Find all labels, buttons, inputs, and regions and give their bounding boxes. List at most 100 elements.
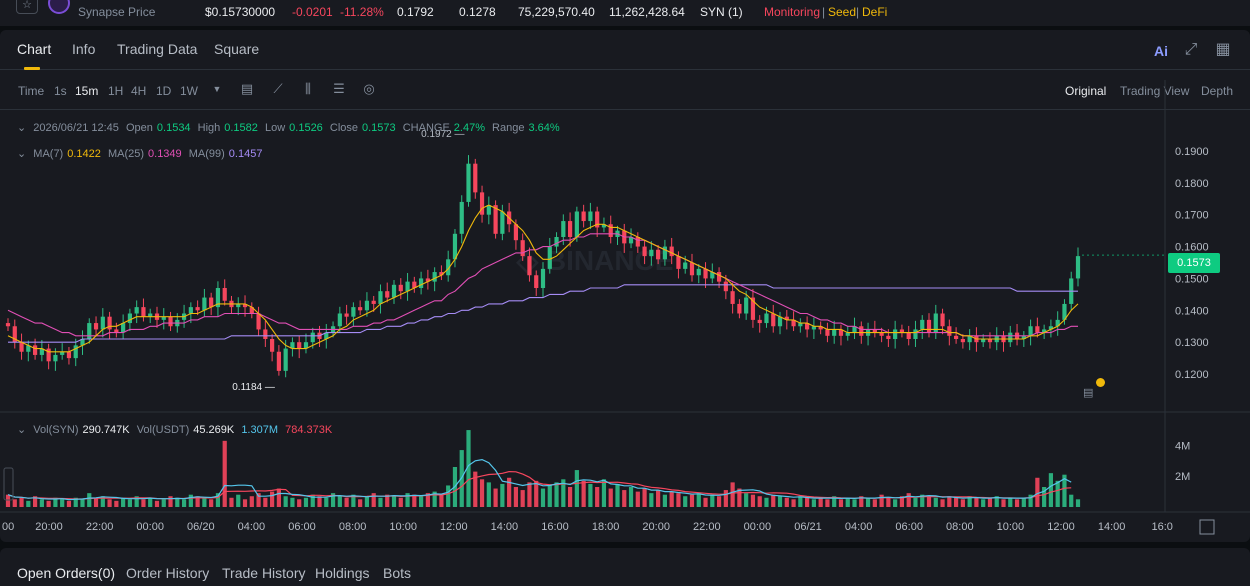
target-icon[interactable]: ◎ xyxy=(363,81,375,96)
volume-bar xyxy=(439,494,444,507)
candle-body xyxy=(473,163,478,193)
candle-body xyxy=(1075,256,1081,279)
tag-monitoring[interactable]: Monitoring xyxy=(764,5,821,19)
view-depth[interactable]: Depth xyxy=(1201,84,1234,98)
volume-bar xyxy=(656,490,661,507)
vol-ma-value-2: 784.373K xyxy=(285,424,333,436)
volume-bar xyxy=(229,497,234,507)
volume-bar xyxy=(66,500,72,507)
candle-body xyxy=(290,342,295,349)
notification-dot[interactable] xyxy=(1096,378,1105,387)
candle-body xyxy=(32,345,38,355)
volume-bar xyxy=(1021,497,1026,507)
scroll-handle xyxy=(3,467,14,501)
grid-layout-icon[interactable]: ▦ xyxy=(1215,41,1231,58)
volume-bar xyxy=(168,496,173,507)
tag-seed[interactable]: Seed xyxy=(828,5,857,19)
candle-body xyxy=(899,329,905,333)
volume-bar xyxy=(784,497,789,507)
candle-body xyxy=(696,268,701,276)
time-axis-label: 08:00 xyxy=(946,521,974,533)
volume-bar xyxy=(80,499,85,507)
volume-bar xyxy=(195,496,200,507)
candle-body xyxy=(12,326,17,343)
volume-bar xyxy=(93,497,99,507)
pair-label[interactable]: Synapse Price xyxy=(78,5,156,19)
interval-1h[interactable]: 1H xyxy=(108,84,124,98)
tab-info[interactable]: Info xyxy=(72,41,96,57)
ma99-line xyxy=(8,284,1078,343)
tab-chart[interactable]: Chart xyxy=(17,41,52,57)
candle-body xyxy=(161,316,166,320)
interval-1w[interactable]: 1W xyxy=(180,84,198,98)
candle-body xyxy=(825,329,830,336)
candle-body xyxy=(195,307,200,311)
volume-bar xyxy=(127,499,132,507)
expand-icon[interactable]: ⤢ xyxy=(1184,41,1198,58)
calendar-icon[interactable]: ▤ xyxy=(240,81,254,96)
time-axis-label: 18:00 xyxy=(592,521,620,533)
volume-bar xyxy=(493,488,498,507)
interval-1d[interactable]: 1D xyxy=(156,84,172,98)
tab-trade-history[interactable]: Trade History xyxy=(222,565,306,581)
volume-bar xyxy=(236,494,241,507)
volume-bar xyxy=(865,497,871,507)
candle-body xyxy=(649,249,654,257)
volume-bar xyxy=(750,494,756,507)
candle-body xyxy=(364,300,370,311)
ticker-bar: ☆ Synapse Price $0.15730000 -0.0201 -11.… xyxy=(0,0,1250,26)
tab-bots[interactable]: Bots xyxy=(383,565,412,581)
interval-4h[interactable]: 4H xyxy=(131,84,147,98)
volume-bar xyxy=(358,499,363,507)
volume-bar xyxy=(256,493,261,507)
view-trading-view[interactable]: Trading View xyxy=(1120,84,1190,98)
ai-button[interactable]: Ai xyxy=(1154,43,1168,59)
view-original[interactable]: Original xyxy=(1065,84,1107,98)
candle-body xyxy=(46,348,51,362)
volume-bar xyxy=(838,499,844,507)
candle-body xyxy=(270,339,275,352)
candle-body xyxy=(628,237,634,244)
volume-bar xyxy=(1075,499,1081,507)
candle-body xyxy=(432,272,437,282)
interval-1s[interactable]: 1s xyxy=(54,84,67,98)
candlestick-chart[interactable]: ◇ BINANCE0.19000.18000.17000.16000.15000… xyxy=(0,80,1250,540)
tab-holdings[interactable]: Holdings xyxy=(315,565,370,581)
candle-body xyxy=(527,256,532,276)
tab-square[interactable]: Square xyxy=(214,41,260,57)
volume-bar xyxy=(290,497,295,507)
candle-body xyxy=(683,262,688,269)
volume-bar xyxy=(689,494,695,507)
candle-body xyxy=(642,246,647,257)
token-logo xyxy=(48,0,70,14)
candle-body xyxy=(283,348,288,371)
ma-legend: ⌄ MA(7) 0.1422 MA(25) 0.1349 MA(99) 0.1457 xyxy=(17,147,266,160)
candle-body xyxy=(114,329,119,333)
candle-body xyxy=(446,259,451,276)
volume-bar xyxy=(337,496,342,507)
candle-body xyxy=(534,275,539,288)
candle-body xyxy=(66,351,72,359)
collapse-chevron-icon[interactable]: ⌄ xyxy=(17,424,27,436)
settings-list-icon[interactable]: ☰ xyxy=(333,81,345,96)
indicator-icon[interactable]: ⟋ xyxy=(273,81,283,96)
time-axis-label: 16:0 xyxy=(1151,521,1172,533)
favorite-star-icon[interactable]: ☆ xyxy=(16,0,38,14)
tab-open-orders[interactable]: Open Orders(0) xyxy=(17,565,116,581)
volume-bar xyxy=(148,497,153,507)
collapse-chevron-icon[interactable]: ⌄ xyxy=(17,148,27,160)
volume-bar xyxy=(669,491,674,507)
candle-body xyxy=(656,249,661,260)
volume-bar xyxy=(649,493,654,507)
candle-type-icon[interactable]: ⫼ xyxy=(305,81,311,96)
clipboard-icon[interactable]: ▤ xyxy=(1083,387,1094,399)
tag-defi[interactable]: DeFi xyxy=(862,5,888,19)
tab-order-history[interactable]: Order History xyxy=(126,565,210,581)
interval-15m[interactable]: 15m xyxy=(75,84,99,98)
interval-time[interactable]: Time xyxy=(18,84,45,98)
candle-body xyxy=(574,211,579,237)
tab-trading-data[interactable]: Trading Data xyxy=(117,41,198,57)
volume-bar xyxy=(662,494,667,507)
collapse-chevron-icon[interactable]: ⌄ xyxy=(17,122,27,134)
chevron-down-icon[interactable]: ▼ xyxy=(212,84,222,94)
